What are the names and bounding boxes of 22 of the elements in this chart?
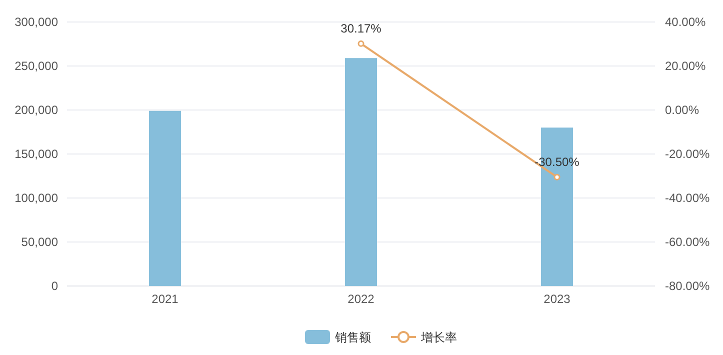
legend-label: 销售额: [334, 330, 371, 344]
y-tick-label: 150,000: [14, 147, 58, 161]
bar: [345, 58, 377, 286]
y2-tick-label: -20.00%: [665, 147, 710, 161]
legend-label: 增长率: [420, 330, 457, 344]
y-tick-label: 300,000: [14, 15, 58, 29]
y-tick-label: 250,000: [14, 59, 58, 73]
y2-tick-label: -80.00%: [665, 279, 710, 293]
y2-tick-label: -60.00%: [665, 235, 710, 249]
y2-tick-label: 20.00%: [665, 59, 706, 73]
data-label: 30.17%: [340, 22, 382, 36]
x-tick-label: 2023: [544, 292, 571, 306]
bar: [149, 110, 181, 286]
y2-tick-label: 40.00%: [665, 15, 706, 29]
x-tick-label: 2021: [152, 292, 179, 306]
y-tick-label: 100,000: [14, 191, 58, 205]
y2-tick-label: 0.00%: [665, 103, 700, 117]
y2-tick-label: -40.00%: [665, 191, 710, 205]
y-tick-label: 0: [51, 279, 58, 293]
y-tick-label: 50,000: [21, 235, 58, 249]
y-tick-label: 200,000: [14, 103, 58, 117]
x-tick-label: 2022: [348, 292, 375, 306]
